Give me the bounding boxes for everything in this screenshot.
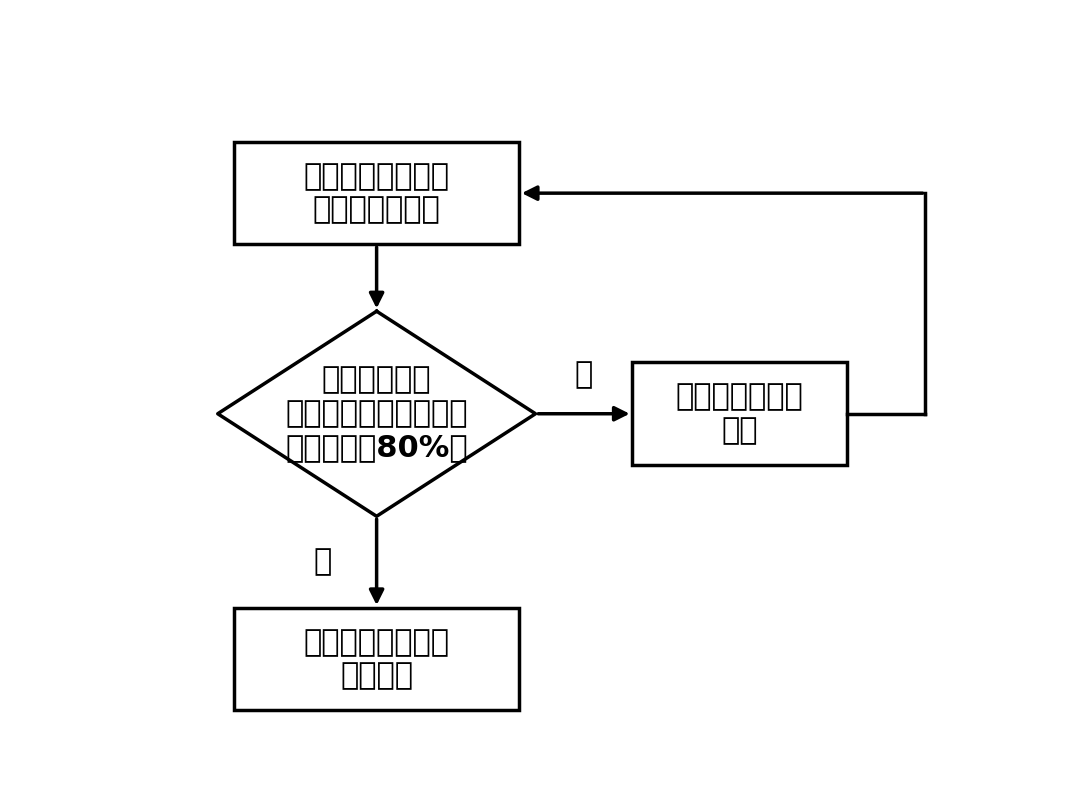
Text: 否: 否 xyxy=(575,360,593,389)
FancyBboxPatch shape xyxy=(234,142,519,245)
Text: 天然裂缝的特征
参数: 天然裂缝的特征 参数 xyxy=(676,383,804,445)
Text: 考虑天然裂缝的初
步储层地质模型: 考虑天然裂缝的初 步储层地质模型 xyxy=(304,162,449,224)
Text: 是: 是 xyxy=(314,548,332,577)
FancyBboxPatch shape xyxy=(234,608,519,710)
Text: 有效天然裂缝平面
分布规律: 有效天然裂缝平面 分布规律 xyxy=(304,628,449,691)
Text: 拟合生产数据
（区块拟合率、单井拟
合率均大于80%）: 拟合生产数据 （区块拟合率、单井拟 合率均大于80%） xyxy=(285,366,468,462)
FancyBboxPatch shape xyxy=(633,362,847,465)
